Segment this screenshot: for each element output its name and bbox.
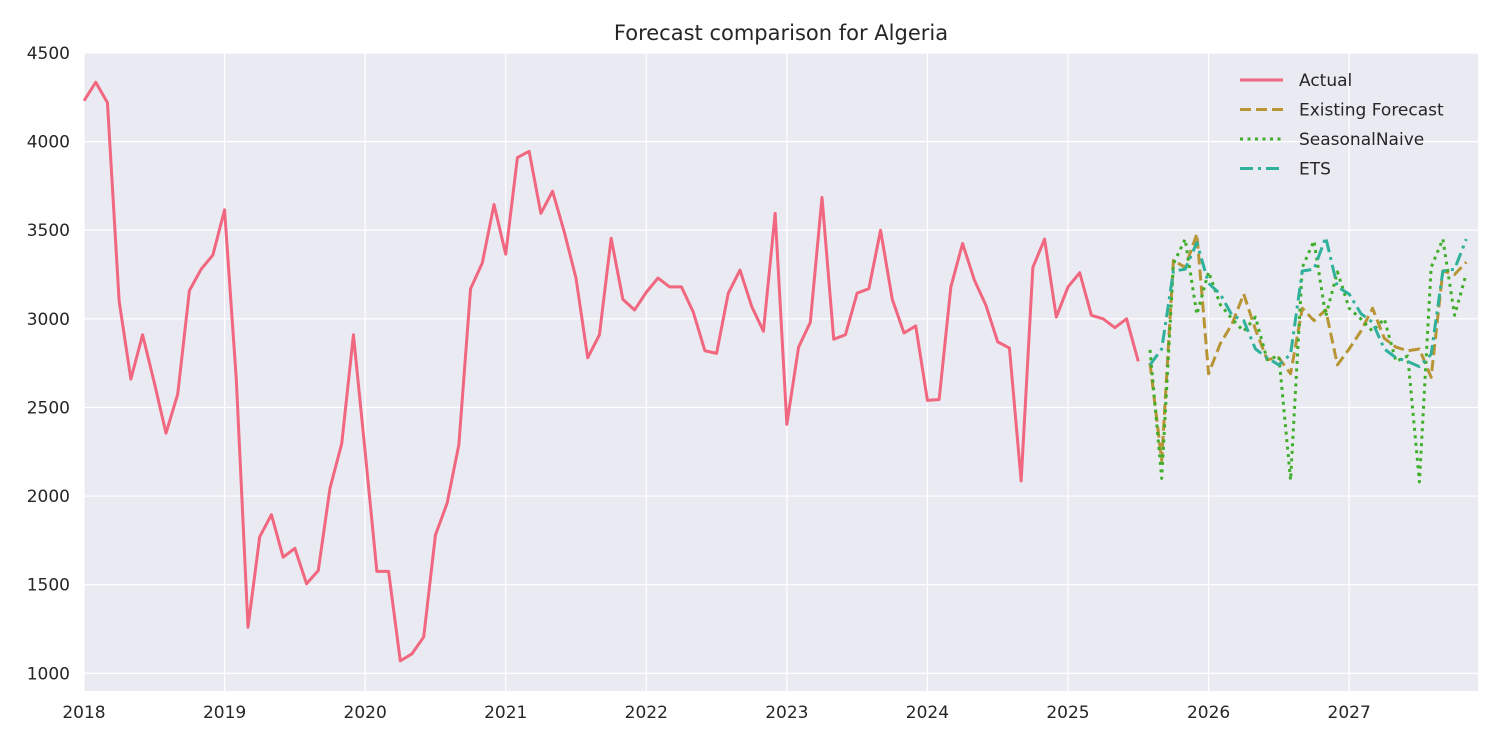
x-tick-label: 2027: [1328, 703, 1371, 723]
series-line-actual: [82, 80, 1140, 663]
y-tick-label: 3000: [27, 310, 70, 330]
y-tick-label: 1000: [27, 664, 70, 684]
x-tick-label: 2018: [62, 703, 105, 723]
series-line-ets: [1148, 235, 1468, 369]
x-axis-ticks: 2018 2019 2020 2021 2022 2023 2024 2025 2026 2027: [62, 703, 1370, 723]
y-axis-ticks: 1000 1500 2000 2500 3000 3500 4000 4500: [27, 44, 70, 684]
y-tick-label: 4000: [27, 133, 70, 153]
y-tick-label: 1500: [27, 576, 70, 596]
plot-background: [84, 53, 1478, 691]
x-tick-label: 2023: [765, 703, 808, 723]
y-tick-label: 2500: [27, 398, 70, 418]
y-tick-label: 3500: [27, 221, 70, 241]
x-tick-label: 2024: [906, 703, 949, 723]
legend: Actual Existing Forecast SeasonalNaive ETS: [1240, 71, 1444, 180]
legend-entry-label: ETS: [1299, 160, 1331, 180]
x-tick-label: 2021: [484, 703, 527, 723]
series-lines: [82, 80, 1468, 663]
y-tick-label: 4500: [27, 44, 70, 64]
x-tick-label: 2022: [625, 703, 668, 723]
series-line-existing-forecast: [1148, 232, 1468, 463]
y-tick-label: 2000: [27, 487, 70, 507]
legend-entry-label: Actual: [1299, 71, 1352, 91]
chart-title: Forecast comparison for Algeria: [614, 21, 948, 45]
x-tick-label: 2019: [203, 703, 246, 723]
x-tick-label: 2026: [1187, 703, 1230, 723]
legend-entry-label: Existing Forecast: [1299, 101, 1444, 121]
x-tick-label: 2020: [344, 703, 387, 723]
legend-entry-label: SeasonalNaive: [1299, 130, 1424, 150]
x-tick-label: 2025: [1046, 703, 1089, 723]
